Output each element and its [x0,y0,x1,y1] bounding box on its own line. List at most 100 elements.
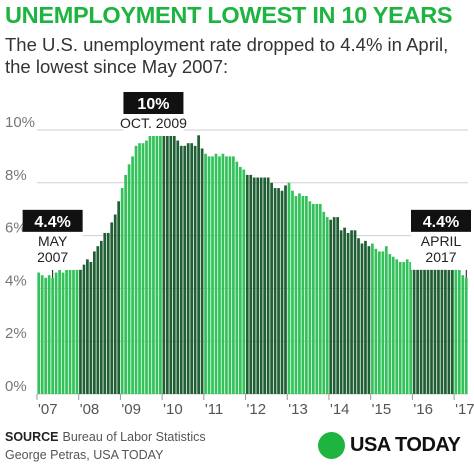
bar [124,174,127,394]
bar [416,264,419,394]
bar [357,238,360,394]
bar [343,227,346,394]
bar [284,185,287,394]
bar [249,174,253,394]
bar [51,277,54,394]
x-tick-label: '08 [80,401,100,418]
callout-value-box [411,209,471,232]
bar [96,246,100,394]
brand-dot-icon [318,431,345,459]
bar [384,246,388,394]
bar [391,256,395,394]
bar [183,145,187,394]
bar [378,251,381,394]
bar [461,275,465,394]
bar [252,177,256,394]
bar [65,269,68,394]
credit-line: George Petras, USA TODAY [5,448,164,462]
bar [402,262,406,394]
bar [172,132,176,394]
bar [454,267,458,394]
source-text: Bureau of Labor Statistics [62,430,206,444]
bar [277,188,280,394]
x-tick-label: '11 [205,401,223,418]
x-tick-label: '10 [163,401,183,418]
bar [152,130,155,394]
bar [444,264,447,394]
callout-value: 4.4% [423,214,459,231]
bar [165,135,169,394]
x-tick-label: '17 [455,401,474,418]
bar [159,132,162,394]
bar [179,145,183,394]
bar [238,166,242,394]
bar [103,232,107,394]
page-subtitle: The U.S. unemployment rate dropped to 4.… [5,34,449,77]
bar [245,174,249,394]
bar [256,177,260,394]
callout-date: APRIL [421,233,462,249]
bar [430,264,433,394]
bar [176,140,180,394]
bar [193,145,197,394]
bar [371,243,374,394]
bar [127,164,131,394]
callout-value-box [22,209,83,232]
bar [339,230,343,394]
bar [350,230,353,394]
bar [464,277,468,394]
bar [186,143,190,394]
bar [47,275,51,394]
y-tick-label: 2% [5,325,27,342]
bar [263,177,267,394]
callout-value: 4.4% [34,214,70,231]
bar [120,188,124,394]
bar [322,211,326,394]
bar [318,203,322,394]
bar [169,132,173,394]
bar [280,190,284,394]
x-tick-label: '15 [372,401,392,418]
source-label: SOURCE [5,430,59,444]
y-tick-label: 4% [5,272,27,289]
bar [346,232,350,394]
bar [117,201,121,394]
bar [305,196,308,394]
callout-value-box [123,92,184,114]
bar [419,262,423,394]
source-line: SOURCE Bureau of Labor Statistics [5,430,206,444]
bar [447,269,451,394]
bar [134,145,138,394]
callout-date: 2017 [425,249,456,265]
bar [301,196,305,394]
page-title: UNEMPLOYMENT LOWEST IN 10 YEARS [5,2,453,28]
y-tick-label: 6% [5,220,27,237]
bar [200,148,204,394]
bar [315,203,319,394]
bar [232,156,235,394]
bar [440,262,444,394]
bar [437,264,440,394]
bar [54,272,58,394]
bar [89,262,93,394]
bar [148,135,152,394]
bar [294,196,298,394]
bar [364,240,367,394]
bar [311,203,315,394]
bar [190,143,194,394]
x-tick-label: '12 [247,401,267,418]
bar [221,153,225,394]
bar [99,240,103,394]
bar [270,182,273,394]
bar [381,251,385,394]
x-tick-label: '13 [288,401,308,418]
callout-date: OCT. 2009 [120,115,187,131]
bar [336,217,340,394]
bar [266,177,270,394]
bar [110,222,114,394]
y-tick-label: 8% [5,167,27,184]
